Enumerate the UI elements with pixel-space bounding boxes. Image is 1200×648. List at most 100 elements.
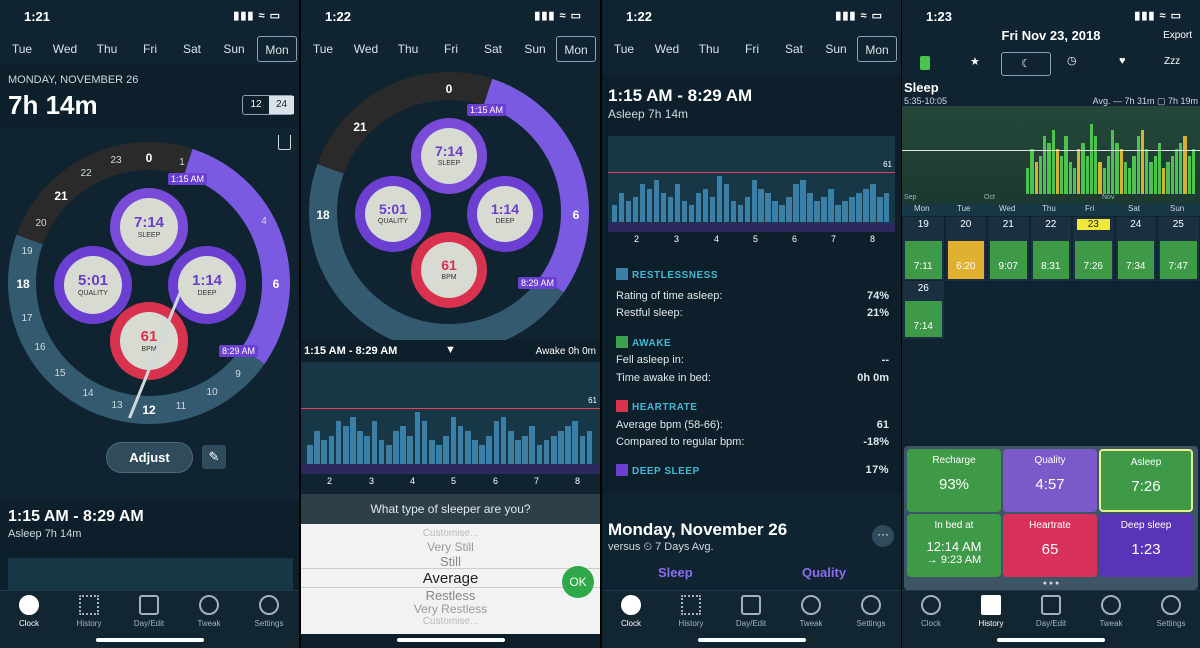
- tab-history[interactable]: History: [60, 595, 118, 628]
- day-sun[interactable]: Sun: [524, 42, 546, 56]
- export-button[interactable]: Export: [1163, 30, 1192, 41]
- tab-tweak[interactable]: Tweak: [1082, 595, 1140, 628]
- day-fri[interactable]: Fri: [444, 42, 458, 56]
- status-bar: 1:22 ▮▮▮ ≈ ▭: [301, 0, 600, 34]
- summary-title: Monday, November 26: [608, 520, 788, 539]
- day-mon[interactable]: Mon: [857, 36, 897, 62]
- bpm-metric[interactable]: 61 BPM: [411, 232, 487, 308]
- tab-tweak[interactable]: Tweak: [180, 595, 238, 628]
- sleep-bar: [558, 430, 564, 464]
- day-sat[interactable]: Sat: [483, 42, 502, 56]
- day-sun[interactable]: Sun: [825, 42, 847, 56]
- tile-in-bed[interactable]: In bed at 12:14 AM → 9:23 AM: [907, 514, 1001, 577]
- tab-clock[interactable]: Clock: [602, 595, 660, 628]
- stat-row: Compared to regular bpm: -18%: [616, 436, 889, 448]
- tab-day-edit[interactable]: Day/Edit: [722, 595, 780, 628]
- adjust-button[interactable]: Adjust: [106, 442, 193, 473]
- hour-21: 21: [54, 189, 68, 203]
- sleep-bar: [807, 192, 813, 222]
- sleep-metric[interactable]: 7:14 SLEEP: [411, 118, 487, 194]
- zzz-icon[interactable]: Zzz: [1164, 56, 1181, 67]
- day-sat[interactable]: Sat: [182, 42, 201, 56]
- calendar-day[interactable]: 19 7:11: [902, 216, 945, 282]
- date-label: MONDAY, NOVEMBER 26: [8, 74, 139, 86]
- day-wed[interactable]: Wed: [654, 42, 680, 56]
- day-wed[interactable]: Wed: [353, 42, 379, 56]
- deep-metric[interactable]: 1:14 DEEP: [168, 246, 246, 324]
- tab-tweak[interactable]: Tweak: [782, 595, 840, 628]
- sleep-bar: [428, 440, 435, 464]
- tab-settings[interactable]: Settings: [240, 595, 298, 628]
- quality-metric[interactable]: 5:01 QUALITY: [54, 246, 132, 324]
- day-mon[interactable]: Mon: [257, 36, 297, 62]
- day-tue[interactable]: Tue: [312, 42, 334, 56]
- pencil-icon[interactable]: ✎: [202, 445, 226, 469]
- clock-icon: [621, 595, 641, 615]
- tab-history[interactable]: History: [962, 595, 1020, 628]
- clock-screen: 1:21 ▮▮▮ ≈ ▭ Tue Wed Thu Fri Sat Sun Mon…: [0, 0, 299, 648]
- tile-heartrate[interactable]: Heartrate 65: [1003, 514, 1097, 577]
- history-bar: [1149, 162, 1153, 194]
- day-sat[interactable]: Sat: [784, 42, 803, 56]
- share-icon[interactable]: [278, 135, 291, 150]
- star-icon[interactable]: ★: [970, 56, 980, 68]
- page-dots[interactable]: ● ● ●: [1042, 580, 1060, 587]
- day-thu[interactable]: Thu: [397, 42, 419, 56]
- battery-icon[interactable]: [920, 56, 930, 70]
- day-sun[interactable]: Sun: [223, 42, 245, 56]
- calendar-day[interactable]: 24 7:34: [1114, 216, 1157, 282]
- day-mon[interactable]: Mon: [556, 36, 596, 62]
- day-thu[interactable]: Thu: [96, 42, 118, 56]
- sleep-metric[interactable]: 7:14 SLEEP: [110, 188, 188, 266]
- moon-icon[interactable]: ☾: [1001, 52, 1051, 76]
- sleep-bar: [856, 192, 862, 222]
- day-fri[interactable]: Fri: [143, 42, 157, 56]
- tile-asleep[interactable]: Asleep 7:26: [1099, 449, 1193, 512]
- end-time-label[interactable]: 8:29 AM: [518, 277, 558, 289]
- more-icon[interactable]: ···: [872, 525, 894, 547]
- day-fri[interactable]: Fri: [745, 42, 759, 56]
- calendar-date: 24: [1130, 219, 1142, 230]
- tile-quality[interactable]: Quality 4:57: [1003, 449, 1097, 512]
- tab-day-edit[interactable]: Day/Edit: [120, 595, 178, 628]
- sleep-bar: [618, 192, 625, 222]
- day-tue[interactable]: Tue: [613, 42, 635, 56]
- calendar-day[interactable]: 23 7:26: [1072, 216, 1115, 282]
- day-wed[interactable]: Wed: [52, 42, 78, 56]
- status-time: 1:21: [24, 9, 51, 24]
- start-time-label[interactable]: 1:15 AM: [168, 173, 208, 185]
- history-chart: [902, 106, 1200, 194]
- tab-clock[interactable]: Clock: [902, 595, 960, 628]
- calendar-day[interactable]: 20 6:20: [944, 216, 987, 282]
- toggle-12[interactable]: 12: [250, 99, 262, 110]
- day-tue[interactable]: Tue: [11, 42, 33, 56]
- heart-icon[interactable]: ♥: [1119, 55, 1126, 67]
- calendar-day[interactable]: 25 7:47: [1157, 216, 1200, 282]
- tab-clock[interactable]: Clock: [0, 595, 58, 628]
- gear-icon: [861, 595, 881, 615]
- range-title: 1:15 AM - 8:29 AM: [304, 345, 398, 357]
- sleep-bar: [688, 205, 695, 222]
- ok-button[interactable]: OK: [562, 566, 594, 598]
- calendar-day[interactable]: 26 7:14: [902, 280, 945, 340]
- triangle-down-icon[interactable]: ▼: [445, 344, 456, 356]
- tab-history[interactable]: History: [662, 595, 720, 628]
- range-title: 1:15 AM - 8:29 AM: [8, 508, 144, 525]
- end-time-label[interactable]: 8:29 AM: [219, 345, 259, 357]
- start-time-label[interactable]: 1:15 AM: [467, 104, 507, 116]
- tile-deep-sleep[interactable]: Deep sleep 1:23: [1099, 514, 1193, 577]
- tab-settings[interactable]: Settings: [842, 595, 900, 628]
- tile-recharge[interactable]: Recharge 93%: [907, 449, 1001, 512]
- tab-settings[interactable]: Settings: [1142, 595, 1200, 628]
- clock-icon[interactable]: ◷: [1067, 55, 1077, 67]
- range-title: 1:15 AM - 8:29 AM: [608, 86, 753, 105]
- calendar-day[interactable]: 21 9:07: [987, 216, 1030, 282]
- toggle-24[interactable]: 24: [269, 96, 294, 114]
- sleeper-picker[interactable]: Customise... Very Still Still Average Re…: [301, 524, 600, 634]
- day-thu[interactable]: Thu: [698, 42, 720, 56]
- deep-metric[interactable]: 1:14 DEEP: [467, 176, 543, 252]
- quality-metric[interactable]: 5:01 QUALITY: [355, 176, 431, 252]
- tab-day-edit[interactable]: Day/Edit: [1022, 595, 1080, 628]
- calendar-day[interactable]: 22 8:31: [1029, 216, 1072, 282]
- bpm-metric[interactable]: 61 BPM: [110, 302, 188, 380]
